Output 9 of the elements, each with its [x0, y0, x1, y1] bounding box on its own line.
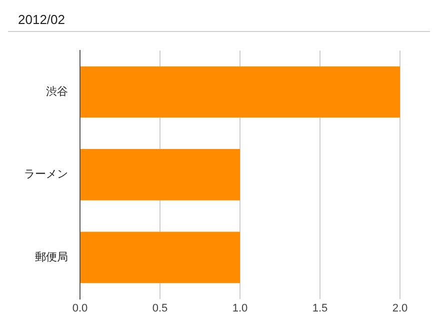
x-tick-label: 1.5 — [312, 302, 328, 314]
y-tick-label: ラーメン — [24, 168, 68, 181]
chart-title: 2012/02 — [17, 11, 66, 29]
x-tick-label: 1.0 — [232, 302, 248, 314]
x-tick-label: 0.5 — [152, 302, 168, 314]
y-tick-label: 郵便局 — [35, 250, 68, 264]
x-tick-label: 2.0 — [392, 302, 408, 314]
x-tick-label: 0.0 — [72, 302, 88, 314]
y-tick-label: 渋谷 — [46, 85, 68, 98]
